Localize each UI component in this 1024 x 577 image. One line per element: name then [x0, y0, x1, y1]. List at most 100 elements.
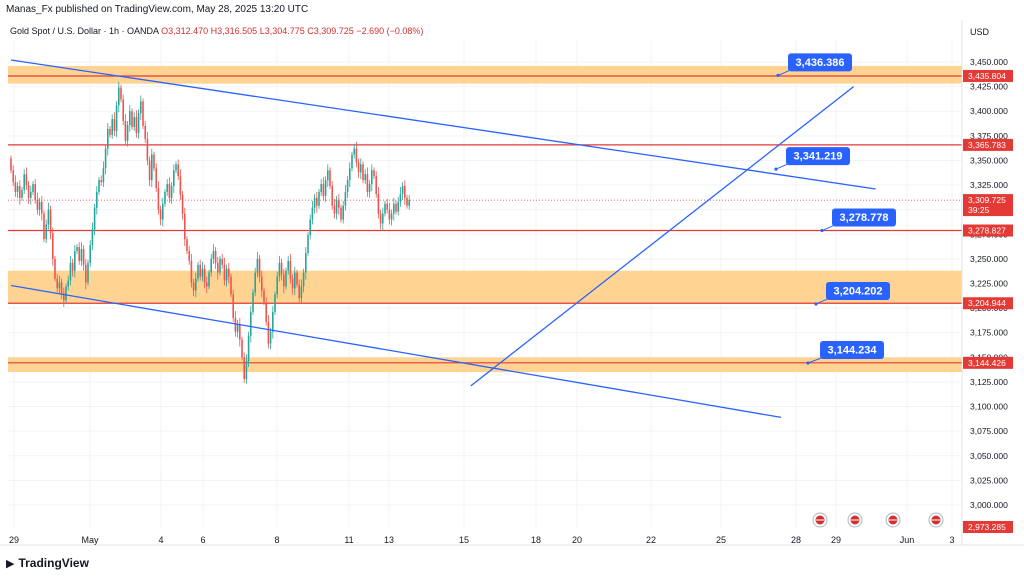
- candlestick-series: [10, 81, 410, 384]
- supply-demand-zone: [8, 270, 962, 304]
- candle-body: [30, 191, 32, 198]
- candle-body: [74, 251, 76, 271]
- candle-body: [10, 158, 12, 171]
- candle-body: [54, 258, 56, 279]
- candle-body: [212, 251, 215, 259]
- candle-body: [80, 249, 83, 261]
- candle-body: [289, 260, 292, 279]
- y-tick-label: 3,000.000: [970, 500, 1008, 510]
- supply-demand-zone: [8, 357, 962, 373]
- candle-body: [404, 186, 406, 198]
- y-tick-label: 3,325.000: [970, 180, 1008, 190]
- price-axis[interactable]: 3,450.000 3,425.000 3,400.000 3,375.000 3,35…: [961, 20, 1008, 545]
- candle-body: [36, 199, 39, 210]
- candle-body: [135, 117, 138, 133]
- candle-body: [164, 191, 166, 204]
- candle-body: [351, 154, 353, 169]
- candle-body: [38, 201, 41, 210]
- y-tick-label: 3,125.000: [970, 377, 1008, 387]
- symbol-name[interactable]: Gold Spot / U.S. Dollar · 1h · OANDA: [10, 26, 159, 36]
- candle-body: [243, 357, 245, 379]
- candle-body: [232, 294, 234, 318]
- support-resistance-zones: [8, 65, 962, 373]
- x-tick-label: 11: [344, 535, 353, 545]
- legend-high: H3,316.505: [210, 26, 258, 36]
- x-tick-label: Jun: [900, 535, 915, 545]
- price-axis-badge: [963, 356, 1013, 369]
- price-axis-badge: [963, 138, 1013, 151]
- price-axis-badge-text: 3,365.783: [968, 140, 1006, 150]
- candle-body: [188, 251, 190, 261]
- x-tick-label: 6: [200, 535, 205, 545]
- candle-body: [159, 209, 162, 220]
- candle-body: [210, 258, 212, 273]
- candle-body: [76, 247, 78, 252]
- candle-body: [252, 292, 254, 313]
- tradingview-logo-icon: ▶: [6, 557, 15, 570]
- candle-body: [338, 199, 340, 208]
- candle-body: [234, 317, 237, 332]
- candle-body: [137, 113, 140, 133]
- callout-box[interactable]: [826, 281, 890, 300]
- callout-box[interactable]: [786, 147, 850, 166]
- candle-body: [43, 213, 45, 240]
- economic-event-icons[interactable]: [812, 512, 944, 528]
- candle-body: [357, 162, 360, 173]
- legend-low: L3,304.775: [259, 26, 305, 36]
- candle-body: [313, 197, 316, 208]
- callout-text: 3,144.234: [828, 345, 878, 357]
- x-tick-label: 3: [949, 535, 954, 545]
- candle-body: [228, 268, 230, 277]
- candle-body: [197, 264, 199, 279]
- trendline-lower-channel: [10, 284, 782, 419]
- candle-body: [329, 170, 331, 187]
- candle-body: [276, 276, 278, 295]
- candle-body: [379, 213, 382, 224]
- candle-body: [393, 203, 395, 214]
- candle-body: [14, 182, 17, 192]
- candle-body: [388, 209, 391, 220]
- footer-brand: ▶ TradingView: [6, 556, 89, 570]
- candle-body: [294, 272, 296, 289]
- price-axis-badge-text: 3,435.804: [968, 71, 1006, 81]
- callout-box[interactable]: [832, 208, 896, 227]
- callout-box[interactable]: [788, 53, 852, 72]
- callout-text: 3,204.202: [834, 285, 883, 297]
- currency-label[interactable]: USD: [970, 27, 990, 37]
- x-tick-label: 8: [274, 535, 279, 545]
- candle-body: [274, 294, 276, 313]
- price-axis-badge-text: 3,204.944: [968, 298, 1006, 308]
- candle-body: [34, 184, 36, 200]
- candle-body: [311, 207, 314, 220]
- candle-body: [316, 197, 318, 206]
- x-tick-label: 25: [716, 535, 726, 545]
- candle-body: [131, 111, 133, 127]
- candle-body: [269, 331, 272, 344]
- candle-body: [395, 203, 397, 212]
- candle-body: [390, 213, 393, 220]
- candle-body: [45, 224, 47, 240]
- y-tick-label: 3,250.000: [970, 254, 1008, 264]
- candle-body: [333, 205, 336, 214]
- candle-body: [263, 290, 265, 303]
- candle-body: [157, 188, 160, 210]
- time-axis[interactable]: 29 May 4 6 8 11 13 15 18 20 22 25 28 29 Jun 3: [0, 535, 1024, 546]
- candle-body: [280, 262, 283, 275]
- candle-body: [104, 148, 107, 169]
- candle-body: [324, 180, 327, 196]
- candle-body: [377, 193, 380, 214]
- candle-body: [254, 272, 256, 293]
- candle-body: [318, 191, 320, 206]
- candle-body: [65, 286, 67, 301]
- candle-body: [122, 99, 124, 122]
- callout-box[interactable]: [820, 341, 884, 360]
- y-tick-label: 3,075.000: [970, 426, 1008, 436]
- candle-body: [300, 286, 303, 299]
- candle-body: [307, 235, 309, 253]
- candle-body: [60, 282, 63, 294]
- candle-body: [23, 174, 25, 190]
- candle-body: [153, 154, 155, 169]
- x-tick-label: 28: [791, 535, 801, 545]
- price-axis-badge-text: 3,278.827: [968, 226, 1006, 236]
